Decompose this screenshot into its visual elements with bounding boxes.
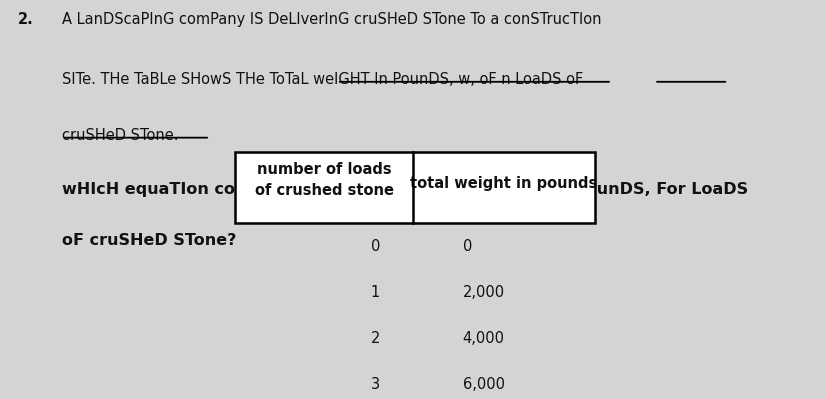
Text: A LanDScaPInG comPany IS DeLIverInG cruSHeD STone To a conSTrucTIon: A LanDScaPInG comPany IS DeLIverInG cruS… bbox=[62, 12, 601, 27]
Text: cruSHeD STone.: cruSHeD STone. bbox=[62, 128, 178, 143]
Text: 6,000: 6,000 bbox=[463, 377, 505, 391]
Text: SITe. THe TaBLe SHowS THe ToTaL weIGHT In PounDS, w, oF n LoaDS oF: SITe. THe TaBLe SHowS THe ToTaL weIGHT I… bbox=[62, 72, 583, 87]
Text: wHIcH equaTIon couLD rePreSenT THe ToTaL weIGHT, In PounDS, For LoaDS: wHIcH equaTIon couLD rePreSenT THe ToTaL… bbox=[62, 182, 748, 197]
Text: 2,000: 2,000 bbox=[463, 285, 505, 300]
Text: 0: 0 bbox=[371, 239, 380, 254]
Text: oF cruSHeD STone?: oF cruSHeD STone? bbox=[62, 233, 236, 249]
Text: 1: 1 bbox=[371, 285, 380, 300]
Text: total weight in pounds: total weight in pounds bbox=[411, 176, 597, 191]
Text: 3: 3 bbox=[371, 377, 380, 391]
Text: 2: 2 bbox=[371, 331, 380, 346]
Text: 4,000: 4,000 bbox=[463, 331, 505, 346]
Text: 2.: 2. bbox=[18, 12, 34, 27]
Text: 0: 0 bbox=[463, 239, 472, 254]
Text: number of loads
of crushed stone: number of loads of crushed stone bbox=[254, 162, 394, 198]
